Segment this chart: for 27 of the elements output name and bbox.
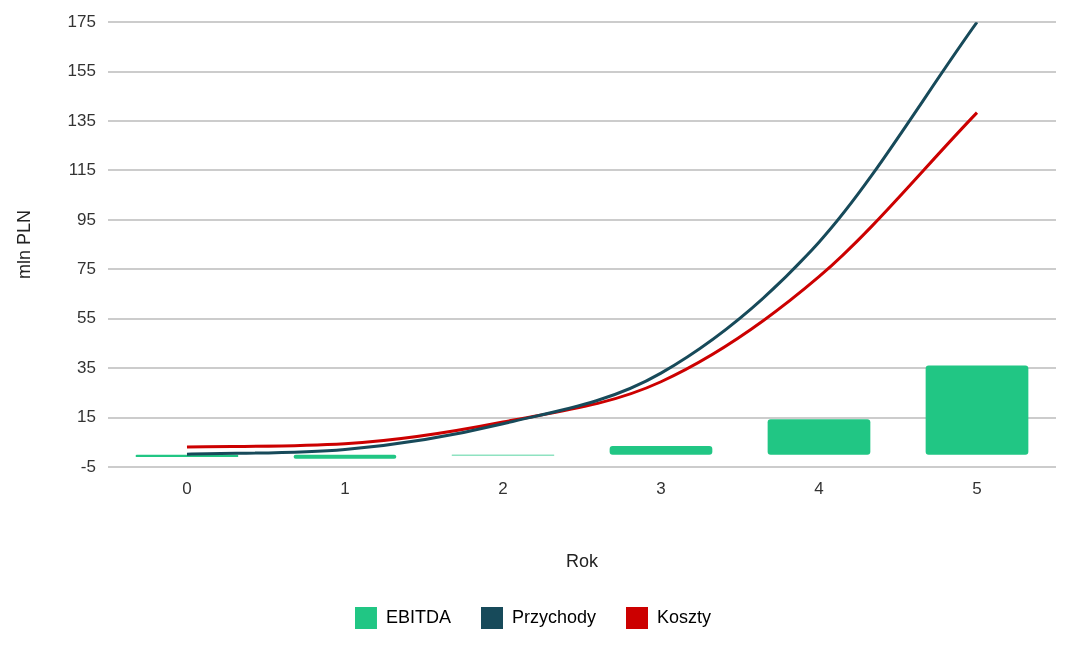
y-tick-label: 15 xyxy=(77,407,96,427)
x-tick-label: 1 xyxy=(340,478,350,498)
x-tick-label: 3 xyxy=(656,478,666,498)
y-tick-label: 95 xyxy=(77,209,96,229)
legend-label: Przychody xyxy=(511,606,597,627)
y-tick-label: -5 xyxy=(80,456,96,476)
bar xyxy=(293,454,397,459)
bar xyxy=(609,446,713,455)
y-tick-label: 55 xyxy=(77,308,96,328)
x-tick-label: 4 xyxy=(814,478,824,498)
y-tick-label: 35 xyxy=(77,357,96,377)
y-tick-label: 155 xyxy=(67,61,96,81)
legend-label: EBITDA xyxy=(385,606,451,627)
x-tick-label: 5 xyxy=(972,478,982,498)
line-series xyxy=(185,22,979,456)
legend-label: Koszty xyxy=(657,606,712,627)
y-axis-title: mln PLN xyxy=(13,210,34,280)
x-tick-label: 2 xyxy=(498,478,508,498)
x-axis-title: Rok xyxy=(565,551,599,572)
y-tick-label: 135 xyxy=(67,110,96,130)
bar xyxy=(767,419,871,455)
bar xyxy=(925,365,1029,455)
y-tick-label: 115 xyxy=(68,160,96,180)
y-tick-label: 175 xyxy=(67,11,96,31)
line-series xyxy=(185,111,979,449)
x-tick-label: 0 xyxy=(182,478,192,498)
y-tick-label: 75 xyxy=(77,259,96,278)
